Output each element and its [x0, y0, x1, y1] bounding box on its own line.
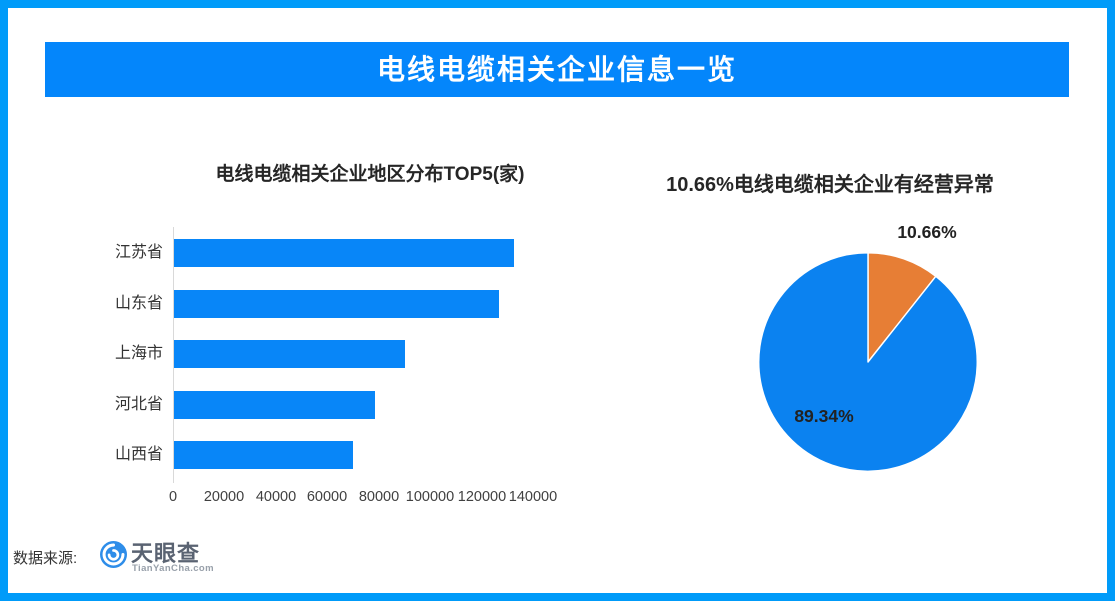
x-axis-tick-label: 40000: [255, 489, 297, 505]
x-axis-tick-label: 80000: [358, 489, 400, 505]
bar-category-label: 江苏省: [114, 244, 163, 261]
pie-slice: [867, 252, 937, 363]
pie-chart: [758, 252, 978, 472]
data-source-label: 数据来源:: [13, 550, 78, 567]
bar: [174, 340, 405, 368]
x-axis-tick-label: 100000: [405, 489, 455, 505]
x-axis-tick-label: 0: [168, 489, 178, 505]
bar-category-label: 山西省: [114, 446, 163, 463]
pie-chart-title: 10.66%电线电缆相关企业有经营异常: [666, 174, 994, 196]
x-axis-tick-label: 140000: [508, 489, 558, 505]
bar-category-label: 河北省: [114, 396, 163, 413]
pie-label-abnormal: 10.66%: [897, 222, 957, 242]
x-axis-tick-label: 120000: [457, 489, 507, 505]
x-axis-tick-label: 20000: [203, 489, 245, 505]
bar: [174, 441, 353, 469]
header-banner: 电线电缆相关企业信息一览: [45, 42, 1069, 97]
tianyancha-logo-subtext: TianYanCha.com: [132, 563, 214, 574]
pie-label-normal: 89.34%: [794, 406, 854, 426]
bar-category-label: 山东省: [114, 295, 163, 312]
bar-chart-title: 电线电缆相关企业地区分布TOP5(家): [215, 164, 525, 185]
tianyancha-logo-text: 天眼查: [131, 541, 201, 566]
tianyancha-logo-icon: [100, 541, 127, 568]
bar-category-label: 上海市: [114, 345, 163, 362]
bar-chart-y-axis: [173, 227, 174, 483]
pie-slice: [758, 252, 978, 472]
bar-chart: 江苏省山东省上海市河北省山西省 0 20000 40000 60000 80000 1000…: [90, 227, 570, 522]
bar: [174, 391, 375, 419]
bar: [174, 290, 499, 318]
bar: [174, 239, 514, 267]
tianyancha-logo: 天眼查 TianYanCha.com: [100, 536, 270, 588]
page-title: 电线电缆相关企业信息一览: [376, 54, 737, 85]
x-axis-tick-label: 60000: [306, 489, 348, 505]
